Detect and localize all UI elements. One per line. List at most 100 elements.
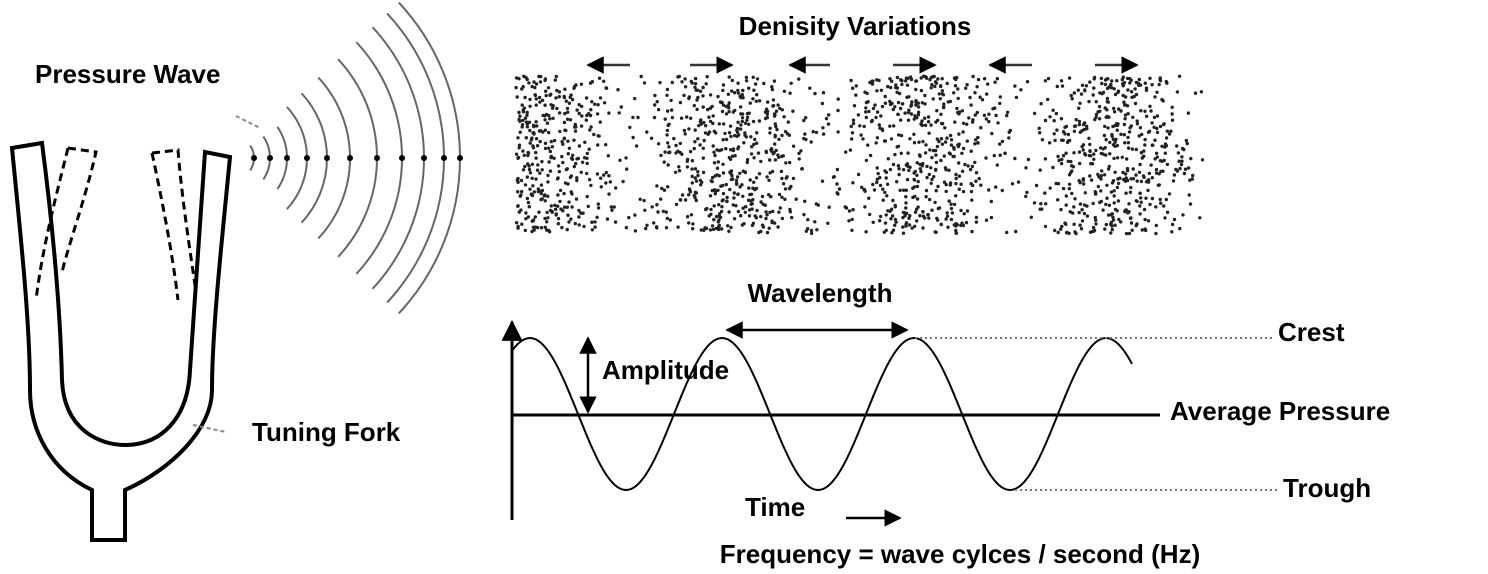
dot: [1094, 222, 1098, 226]
dot: [971, 118, 975, 122]
dot: [1077, 119, 1082, 124]
dot: [524, 136, 528, 140]
dot: [580, 104, 584, 109]
dot: [715, 166, 720, 170]
dot: [1148, 104, 1152, 109]
dot: [596, 103, 600, 107]
dot: [986, 82, 990, 86]
dot: [598, 120, 602, 124]
label: Tuning Fork: [252, 417, 401, 447]
dot: [1082, 203, 1087, 207]
dot: [1103, 124, 1107, 129]
dot: [687, 96, 691, 101]
dot: [747, 186, 751, 190]
dot: [696, 173, 700, 178]
dot: [693, 140, 697, 144]
dot: [566, 152, 570, 156]
dot: [549, 204, 553, 208]
dot: [1134, 199, 1139, 203]
dot: [549, 139, 553, 144]
dot: [665, 87, 670, 92]
dot: [1059, 79, 1064, 83]
dot: [802, 118, 806, 123]
dot: [1080, 208, 1084, 212]
dot: [621, 179, 625, 184]
dot: [547, 113, 551, 118]
dot: [667, 145, 671, 149]
dot: [693, 85, 697, 90]
dot: [781, 182, 786, 186]
dot: [1160, 144, 1164, 148]
dot: [954, 77, 958, 82]
dot: [802, 212, 806, 217]
dot: [716, 160, 720, 164]
dot: [689, 79, 693, 84]
dot: [813, 91, 817, 96]
dot: [878, 126, 882, 130]
dot: [923, 93, 927, 98]
dot: [1128, 77, 1132, 81]
dot: [766, 100, 770, 104]
dot: [956, 87, 960, 91]
dot: [929, 166, 933, 170]
dot: [970, 198, 974, 202]
dot: [973, 138, 978, 142]
dot: [744, 75, 749, 80]
dot: [604, 181, 608, 185]
dot: [1116, 89, 1121, 93]
dot: [939, 112, 943, 117]
dot: [924, 195, 928, 199]
dot: [931, 75, 935, 79]
dot: [665, 93, 669, 98]
dot: [713, 188, 717, 192]
dot: [779, 169, 784, 174]
dot: [767, 178, 771, 182]
dot: [1139, 200, 1143, 204]
dot: [1072, 91, 1077, 95]
dot: [991, 107, 995, 111]
dot: [1144, 88, 1149, 92]
dot: [935, 216, 939, 220]
dot: [604, 86, 609, 90]
dot: [867, 109, 871, 114]
dot: [956, 144, 961, 149]
dot: [1126, 88, 1130, 92]
dot: [912, 185, 917, 189]
dot: [1105, 86, 1110, 91]
dot: [593, 225, 597, 229]
dot: [1005, 113, 1009, 118]
dot: [1111, 124, 1115, 129]
dot: [1161, 122, 1166, 127]
dot: [1070, 169, 1074, 173]
dot: [708, 119, 713, 124]
dot: [523, 164, 527, 169]
dot: [1000, 139, 1005, 144]
dot: [1139, 179, 1144, 184]
dot: [1135, 179, 1139, 183]
dot: [1123, 179, 1128, 183]
dot: [992, 153, 996, 158]
dot: [732, 217, 737, 221]
dot: [521, 85, 525, 89]
dot: [1056, 230, 1060, 235]
dot: [564, 99, 568, 103]
dot: [949, 138, 954, 142]
dot: [899, 151, 903, 155]
dot: [1081, 148, 1085, 152]
dot: [789, 81, 793, 86]
dot: [854, 93, 858, 97]
dot: [1046, 97, 1050, 102]
dot: [820, 179, 825, 183]
dot: [738, 171, 742, 175]
dot: [1139, 109, 1143, 113]
dot: [537, 95, 542, 100]
dot: [717, 174, 721, 178]
dot: [777, 210, 781, 214]
arc-dot: [284, 155, 290, 161]
dot: [521, 118, 525, 123]
dot: [954, 172, 958, 177]
dot: [725, 199, 729, 203]
dot: [1010, 182, 1015, 186]
dot: [913, 114, 917, 118]
dot: [916, 205, 920, 209]
